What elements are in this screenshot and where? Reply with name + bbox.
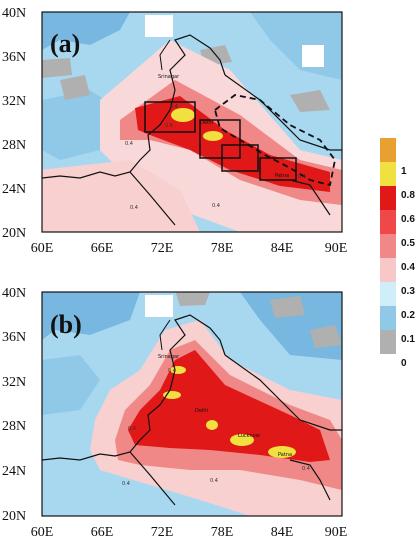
- panel-b-label: (b): [50, 310, 82, 339]
- contour-label: 0.4: [130, 205, 138, 211]
- colorbar-label: 0.8: [401, 190, 415, 201]
- y-tick-label: 40N: [2, 6, 26, 21]
- contour-label: 0.4: [128, 426, 136, 432]
- box-4: [259, 157, 297, 181]
- panel-b: Srinagar Delhi Lucknow Patna 0.4 0.4 0.4…: [2, 286, 347, 540]
- contour-label: 0.6: [165, 123, 173, 129]
- city-patna-a: Patna: [275, 173, 289, 179]
- city-delhi-b: Delhi: [195, 408, 208, 414]
- x-tick-label: 72E: [151, 241, 174, 256]
- colorbar-swatch: [380, 234, 396, 258]
- y-tick-label: 24N: [2, 464, 26, 479]
- colorbar: 1 0.8 0.6 0.5 0.4 0.3 0.2 0.1 0: [380, 138, 415, 369]
- colorbar-swatch: [380, 186, 396, 210]
- y-tick-label: 28N: [2, 138, 26, 153]
- colorbar-swatch: [380, 138, 396, 162]
- contour-label: 0.4: [302, 466, 310, 472]
- panel-a-y-ticks: 40N 36N 32N 28N 24N 20N: [2, 6, 26, 241]
- city-srinagar-a: Srinagar: [158, 74, 180, 80]
- panel-b-x-ticks: 60E 66E 72E 78E 84E 90E: [31, 525, 348, 540]
- contour-label: 0.4: [168, 368, 176, 374]
- contour-label: 0.4: [170, 104, 178, 110]
- box-3: [221, 144, 259, 172]
- panel-b-y-ticks: 40N 36N 32N 28N 24N 20N: [2, 286, 26, 524]
- colorbar-label: 0.6: [401, 214, 415, 225]
- x-tick-label: 90E: [325, 241, 348, 256]
- y-tick-label: 24N: [2, 182, 26, 197]
- y-tick-label: 20N: [2, 509, 26, 524]
- contour-label: 0.4: [210, 478, 218, 484]
- panel-a-x-ticks: 60E 66E 72E 78E 84E 90E: [31, 241, 348, 256]
- contour-label: 0.4: [212, 203, 220, 209]
- contour-label: 0.4: [298, 174, 306, 180]
- x-tick-label: 72E: [151, 525, 174, 540]
- box-2: [199, 119, 241, 159]
- x-tick-label: 90E: [325, 525, 348, 540]
- panel-a-label: (a): [50, 29, 80, 58]
- panel-b-map: Srinagar Delhi Lucknow Patna 0.4 0.4 0.4…: [42, 292, 342, 516]
- city-delhi-a: Delhi: [200, 120, 213, 126]
- colorbar-label: 0.5: [401, 238, 415, 249]
- colorbar-label: 1: [401, 166, 407, 177]
- colorbar-swatch: [380, 306, 396, 330]
- colorbar-label: 0: [401, 358, 407, 369]
- colorbar-swatch: [380, 282, 396, 306]
- x-tick-label: 60E: [31, 525, 54, 540]
- contour-label: 0.4: [122, 481, 130, 487]
- colorbar-label: 0.4: [401, 262, 415, 273]
- panel-a: Srinagar Delhi Patna 0.4 0.4 0.4 0.4 0.4…: [2, 6, 347, 256]
- city-srinagar-b: Srinagar: [158, 354, 180, 360]
- y-tick-label: 40N: [2, 286, 26, 301]
- x-tick-label: 84E: [271, 525, 294, 540]
- y-tick-label: 32N: [2, 375, 26, 390]
- colorbar-swatch: [380, 258, 396, 282]
- y-tick-label: 28N: [2, 419, 26, 434]
- box-1: [144, 101, 196, 133]
- panel-b-frame: [41, 291, 343, 517]
- x-tick-label: 78E: [211, 525, 234, 540]
- y-tick-label: 36N: [2, 50, 26, 65]
- x-tick-label: 66E: [91, 241, 114, 256]
- y-tick-label: 36N: [2, 330, 26, 345]
- colorbar-swatch: [380, 210, 396, 234]
- contour-label: 0.4: [125, 141, 133, 147]
- city-patna-b: Patna: [278, 452, 292, 458]
- x-tick-label: 84E: [271, 241, 294, 256]
- panel-a-frame: [41, 11, 343, 233]
- city-lucknow-b: Lucknow: [238, 433, 260, 439]
- y-tick-label: 20N: [2, 226, 26, 241]
- panel-a-map: Srinagar Delhi Patna 0.4 0.4 0.4 0.4 0.4…: [42, 12, 342, 232]
- colorbar-label: 0.1: [401, 334, 415, 345]
- x-tick-label: 78E: [211, 241, 234, 256]
- colorbar-label: 0.2: [401, 310, 415, 321]
- colorbar-label: 0.3: [401, 286, 415, 297]
- x-tick-label: 60E: [31, 241, 54, 256]
- colorbar-swatch: [380, 330, 396, 354]
- colorbar-swatch: [380, 162, 396, 186]
- y-tick-label: 32N: [2, 94, 26, 109]
- x-tick-label: 66E: [91, 525, 114, 540]
